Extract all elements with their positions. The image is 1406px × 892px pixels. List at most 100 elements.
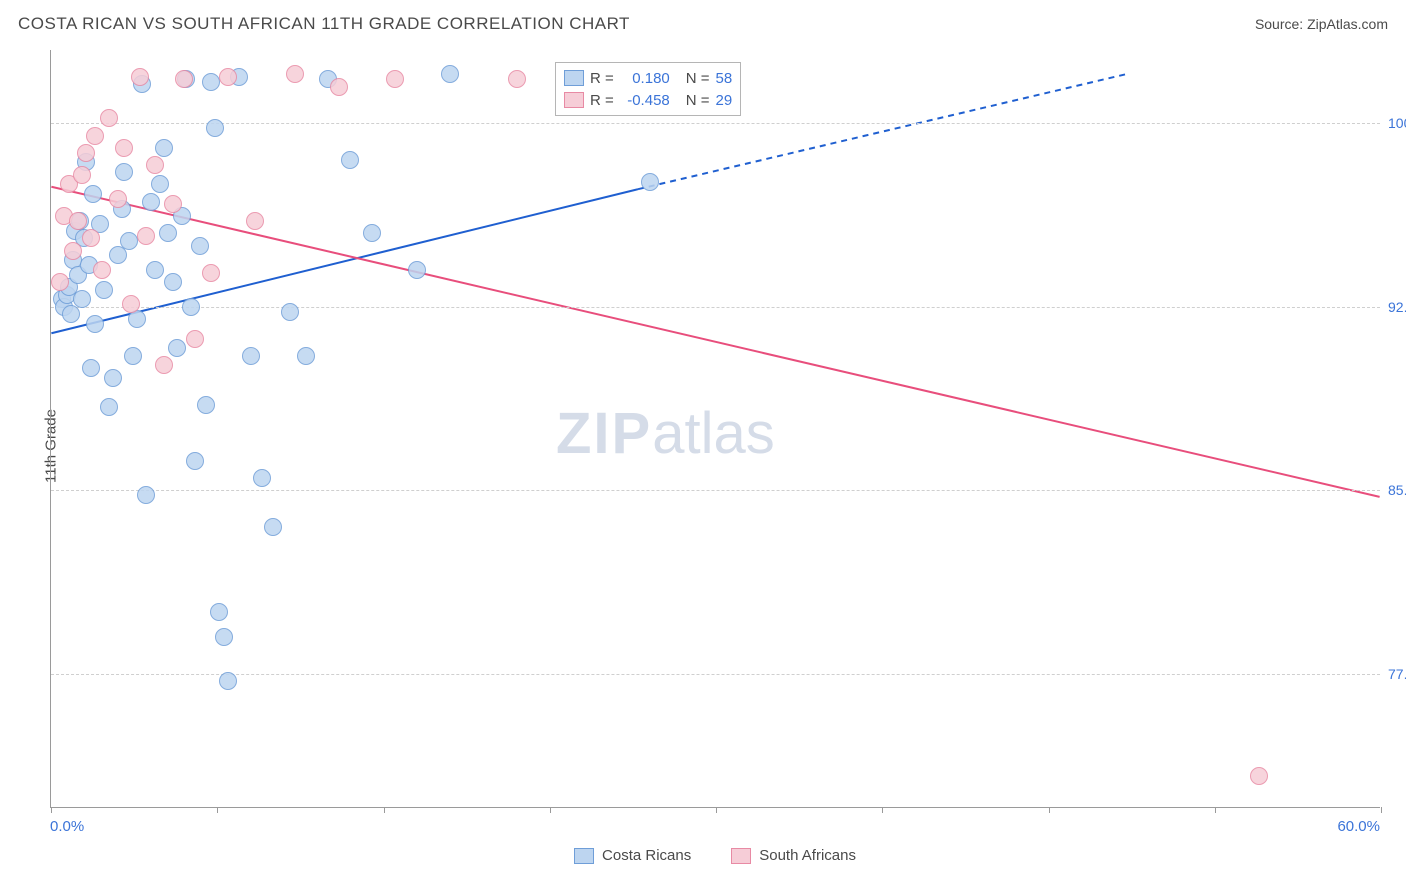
data-point [86,315,104,333]
legend-swatch [731,848,751,864]
data-point [253,469,271,487]
data-point [115,139,133,157]
data-point [131,68,149,86]
data-point [151,175,169,193]
data-point [206,119,224,137]
x-tick [217,807,218,813]
x-tick [1049,807,1050,813]
y-tick-label: 92.5% [1388,299,1406,315]
gridline [51,307,1380,308]
x-tick [1215,807,1216,813]
data-point [168,339,186,357]
x-min-label: 0.0% [50,818,84,835]
x-tick [51,807,52,813]
x-axis-labels: 0.0% 60.0% [50,818,1380,842]
data-point [164,273,182,291]
data-point [164,195,182,213]
data-point [69,212,87,230]
legend-label: South Africans [759,847,856,864]
data-point [186,330,204,348]
y-tick-label: 85.0% [1388,482,1406,498]
gridline [51,674,1380,675]
data-point [408,261,426,279]
gridline [51,123,1380,124]
data-point [100,398,118,416]
plot-area: 100.0%92.5%85.0%77.5% [50,50,1380,808]
data-point [95,281,113,299]
y-tick-label: 100.0% [1388,115,1406,131]
r-label: R = [590,92,614,109]
legend-row: R =-0.458N =29 [564,89,732,111]
data-point [341,151,359,169]
data-point [137,227,155,245]
data-point [281,303,299,321]
legend-row: R =0.180N =58 [564,67,732,89]
data-point [363,224,381,242]
data-point [73,290,91,308]
legend-item: Costa Ricans [574,847,691,864]
data-point [264,518,282,536]
data-point [62,305,80,323]
data-point [104,369,122,387]
data-point [109,190,127,208]
n-label: N = [686,70,710,87]
data-point [508,70,526,88]
data-point [86,127,104,145]
data-point [137,486,155,504]
data-point [641,173,659,191]
data-point [155,356,173,374]
data-point [219,68,237,86]
data-point [210,603,228,621]
y-tick-label: 77.5% [1388,666,1406,682]
data-point [93,261,111,279]
data-point [175,70,193,88]
data-point [215,628,233,646]
x-tick [882,807,883,813]
r-value: -0.458 [620,92,670,109]
x-tick [384,807,385,813]
data-point [64,242,82,260]
data-point [286,65,304,83]
data-point [146,156,164,174]
data-point [155,139,173,157]
x-max-label: 60.0% [1337,818,1380,835]
data-point [186,452,204,470]
x-tick [1381,807,1382,813]
data-point [386,70,404,88]
trend-lines [51,50,1380,807]
data-point [330,78,348,96]
legend-swatch [574,848,594,864]
data-point [109,246,127,264]
data-point [73,166,91,184]
chart-header: COSTA RICAN VS SOUTH AFRICAN 11TH GRADE … [18,14,1388,34]
data-point [51,273,69,291]
data-point [1250,767,1268,785]
data-point [120,232,138,250]
data-point [77,144,95,162]
data-point [159,224,177,242]
legend-swatch [564,70,584,86]
legend-item: South Africans [731,847,856,864]
data-point [441,65,459,83]
n-label: N = [686,92,710,109]
data-point [100,109,118,127]
series-legend: Costa Ricans South Africans [50,847,1380,864]
data-point [82,229,100,247]
data-point [146,261,164,279]
data-point [197,396,215,414]
data-point [142,193,160,211]
data-point [242,347,260,365]
data-point [202,264,220,282]
data-point [202,73,220,91]
r-label: R = [590,70,614,87]
chart-title: COSTA RICAN VS SOUTH AFRICAN 11TH GRADE … [18,14,630,34]
data-point [82,359,100,377]
data-point [191,237,209,255]
data-point [182,298,200,316]
data-point [124,347,142,365]
x-tick [716,807,717,813]
r-value: 0.180 [620,70,670,87]
data-point [246,212,264,230]
data-point [122,295,140,313]
legend-swatch [564,92,584,108]
